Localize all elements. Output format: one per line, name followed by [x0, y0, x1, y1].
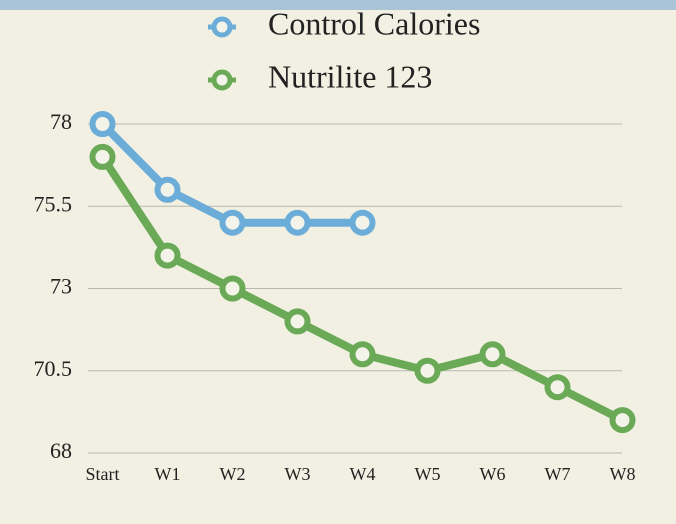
legend-marker [211, 69, 233, 91]
data-point [349, 209, 376, 236]
data-point [154, 176, 181, 203]
x-tick-label: W3 [285, 464, 311, 484]
y-tick-label: 70.5 [34, 356, 73, 381]
x-tick-label: Start [86, 464, 120, 484]
x-tick-label: W5 [415, 464, 441, 484]
x-tick-label: W1 [155, 464, 181, 484]
x-tick-label: W2 [220, 464, 246, 484]
x-tick-label: W8 [610, 464, 636, 484]
data-point [219, 209, 246, 236]
data-point [414, 357, 441, 384]
data-point [349, 341, 376, 368]
y-tick-label: 68 [50, 438, 72, 463]
y-tick-label: 73 [50, 274, 72, 299]
data-point [284, 209, 311, 236]
y-tick-label: 78 [50, 109, 72, 134]
data-point [154, 242, 181, 269]
legend-label: Nutrilite 123 [268, 58, 432, 94]
x-tick-label: W4 [350, 464, 376, 484]
x-tick-label: W6 [480, 464, 506, 484]
data-point [219, 275, 246, 302]
x-tick-label: W7 [545, 464, 571, 484]
y-tick-label: 75.5 [34, 191, 73, 216]
data-point [479, 341, 506, 368]
legend-label: Control Calories [268, 5, 480, 41]
top-strip [0, 0, 676, 10]
data-point [89, 111, 116, 137]
data-point [89, 143, 116, 170]
legend-marker [211, 16, 233, 38]
data-point [284, 308, 311, 335]
data-point [544, 374, 571, 401]
data-point [609, 407, 636, 434]
